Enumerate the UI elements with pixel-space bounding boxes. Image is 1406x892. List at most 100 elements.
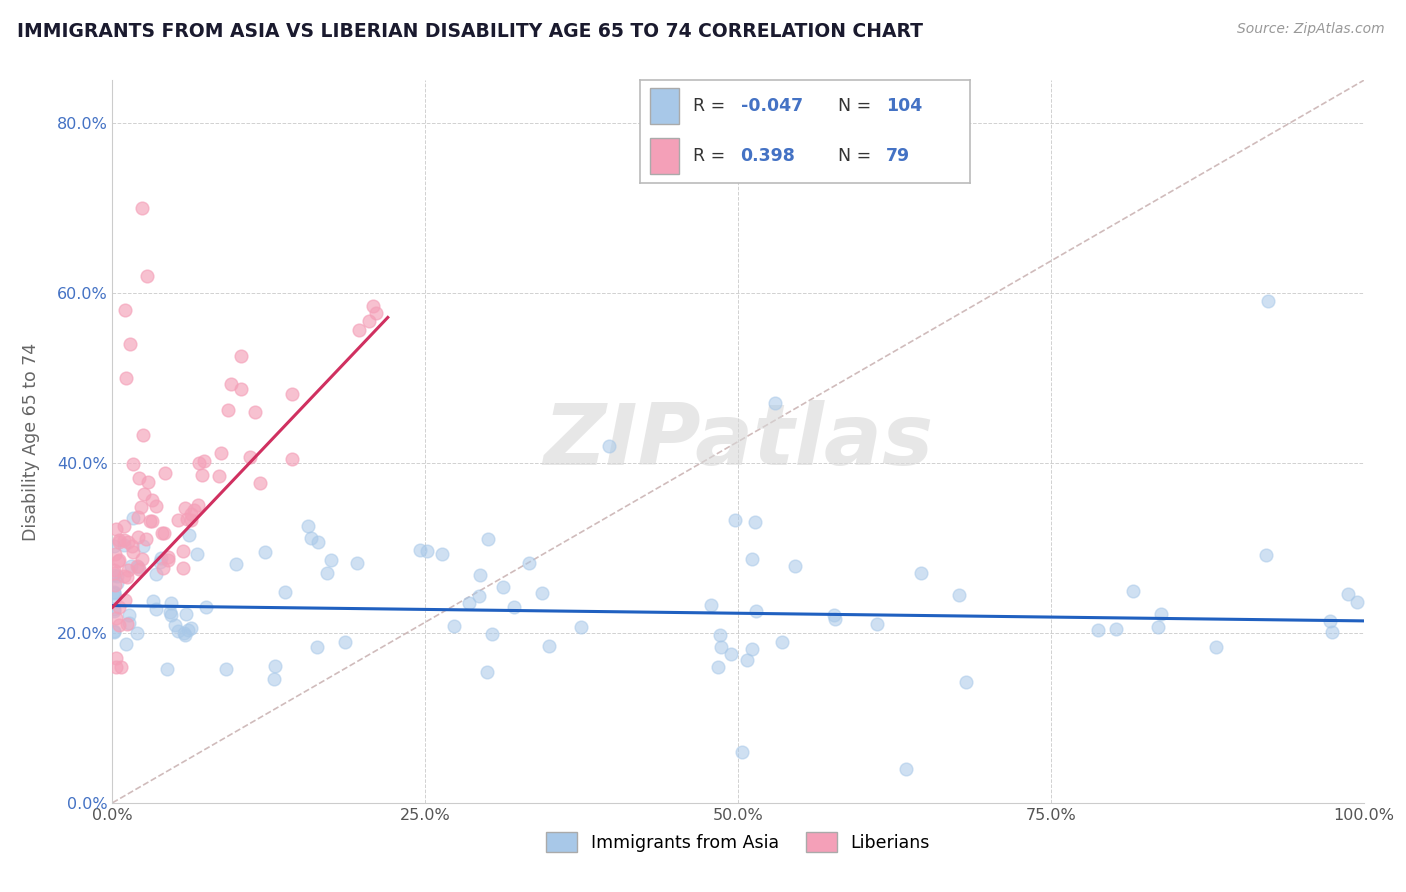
Point bbox=[107, 554, 129, 568]
Point bbox=[174, 628, 197, 642]
Point bbox=[117, 570, 139, 584]
Point bbox=[128, 471, 150, 485]
Point bbox=[156, 549, 179, 564]
Point bbox=[229, 349, 252, 363]
Point bbox=[127, 625, 149, 640]
Point bbox=[120, 558, 142, 573]
Point bbox=[894, 762, 917, 776]
Point bbox=[1122, 584, 1144, 599]
Point bbox=[103, 586, 125, 600]
Point bbox=[105, 660, 128, 674]
Point bbox=[359, 314, 381, 328]
Text: 0.398: 0.398 bbox=[741, 146, 796, 165]
Point bbox=[530, 586, 553, 600]
Bar bbox=[650, 137, 679, 174]
Legend: Immigrants from Asia, Liberians: Immigrants from Asia, Liberians bbox=[540, 825, 936, 859]
Point bbox=[118, 608, 141, 623]
Point bbox=[346, 557, 368, 571]
Point bbox=[225, 557, 247, 571]
Point bbox=[122, 545, 145, 559]
Point bbox=[107, 535, 129, 549]
Point bbox=[125, 558, 148, 573]
Point bbox=[127, 510, 149, 524]
Point bbox=[281, 452, 304, 467]
Point bbox=[1320, 624, 1343, 639]
Point bbox=[103, 604, 125, 618]
Point bbox=[117, 535, 139, 549]
Bar bbox=[650, 88, 679, 124]
Point bbox=[145, 601, 167, 615]
Point bbox=[110, 660, 132, 674]
Point bbox=[108, 617, 131, 632]
Point bbox=[264, 659, 287, 673]
Point bbox=[274, 585, 297, 599]
Point bbox=[127, 530, 149, 544]
Point bbox=[187, 456, 209, 470]
Point bbox=[319, 553, 342, 567]
Point bbox=[131, 552, 153, 566]
Point bbox=[149, 555, 172, 569]
Point bbox=[115, 617, 138, 632]
Point bbox=[173, 501, 195, 516]
Point bbox=[741, 551, 763, 566]
Point bbox=[104, 651, 127, 665]
Point bbox=[103, 585, 125, 599]
Point bbox=[217, 402, 239, 417]
Point bbox=[477, 532, 499, 546]
Point bbox=[121, 539, 143, 553]
Point bbox=[866, 617, 889, 632]
Point bbox=[720, 647, 742, 661]
Text: N =: N = bbox=[838, 146, 877, 165]
Point bbox=[156, 553, 179, 567]
Point bbox=[475, 665, 498, 679]
Point bbox=[132, 539, 155, 553]
Point bbox=[307, 640, 329, 654]
Point bbox=[364, 306, 387, 320]
Point bbox=[103, 567, 125, 582]
Point bbox=[167, 513, 190, 527]
Point bbox=[180, 507, 202, 521]
Point bbox=[824, 612, 846, 626]
Point bbox=[142, 594, 165, 608]
Point bbox=[253, 545, 276, 559]
Point bbox=[114, 302, 136, 317]
Point bbox=[187, 498, 209, 512]
Point bbox=[347, 323, 370, 337]
Point bbox=[1257, 294, 1279, 309]
Point bbox=[297, 519, 319, 533]
Point bbox=[443, 619, 465, 633]
Text: 79: 79 bbox=[886, 146, 910, 165]
Point bbox=[112, 533, 135, 548]
Point bbox=[741, 642, 763, 657]
Point bbox=[108, 599, 131, 614]
Point bbox=[458, 596, 481, 610]
Point bbox=[307, 534, 329, 549]
Point bbox=[517, 556, 540, 570]
Point bbox=[103, 539, 125, 553]
Point bbox=[316, 566, 339, 580]
Point bbox=[167, 624, 190, 639]
Point bbox=[492, 580, 515, 594]
Point bbox=[537, 639, 560, 653]
Point bbox=[1337, 587, 1360, 601]
Text: -0.047: -0.047 bbox=[741, 97, 803, 115]
Point bbox=[160, 608, 183, 623]
Point bbox=[409, 543, 432, 558]
Point bbox=[481, 627, 503, 641]
Point bbox=[731, 745, 754, 759]
Point bbox=[172, 561, 194, 575]
Point bbox=[149, 550, 172, 565]
Point bbox=[191, 467, 214, 482]
Point bbox=[132, 487, 155, 501]
Point bbox=[1087, 624, 1109, 638]
Text: Source: ZipAtlas.com: Source: ZipAtlas.com bbox=[1237, 22, 1385, 37]
Point bbox=[141, 514, 163, 528]
Y-axis label: Disability Age 65 to 74: Disability Age 65 to 74 bbox=[22, 343, 41, 541]
Point bbox=[231, 382, 253, 396]
Point bbox=[104, 591, 127, 605]
Point bbox=[1346, 595, 1368, 609]
Point bbox=[299, 531, 322, 545]
Point bbox=[136, 268, 159, 283]
Point bbox=[186, 547, 208, 561]
Point bbox=[145, 566, 167, 581]
